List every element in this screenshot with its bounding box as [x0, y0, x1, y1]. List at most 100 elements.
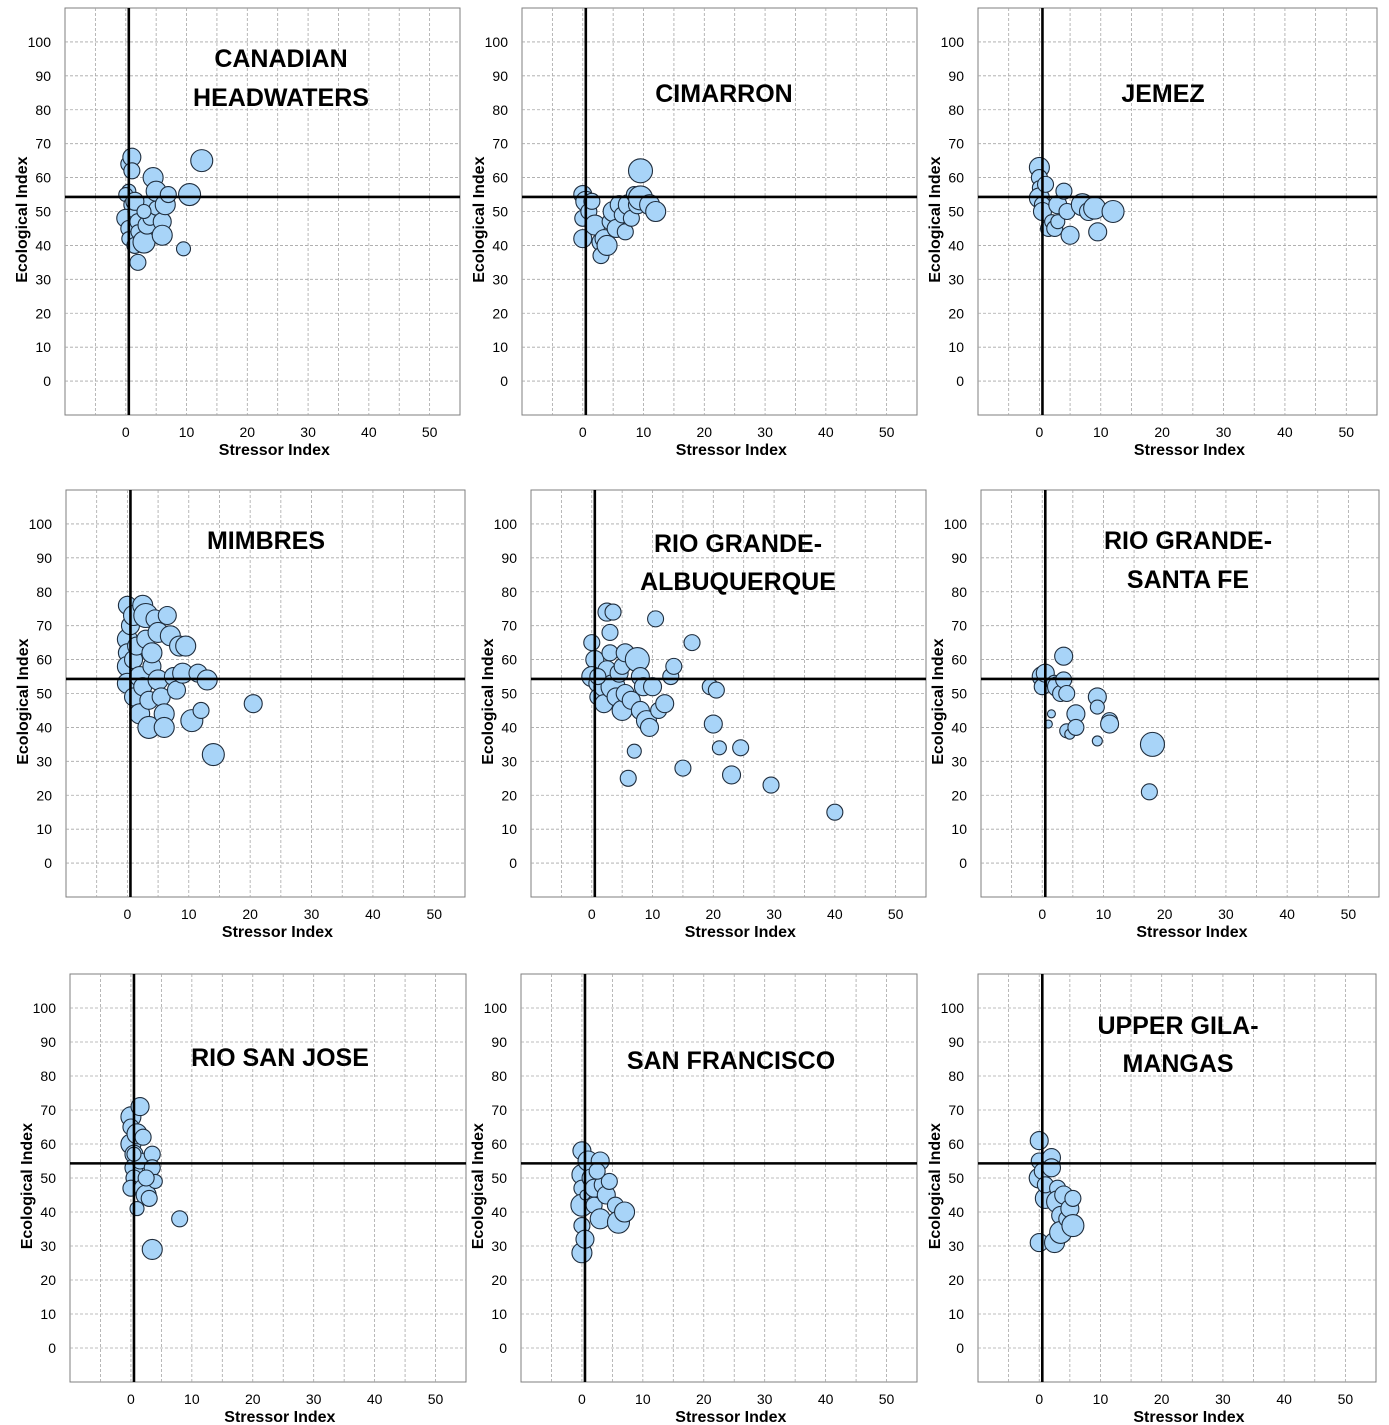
panel-title-line: SAN FRANCISCO — [627, 1047, 835, 1075]
y-tick-label: 10 — [501, 821, 517, 837]
data-point — [1140, 783, 1158, 801]
x-tick-label: 40 — [361, 424, 377, 440]
y-tick-label: 90 — [948, 68, 964, 84]
y-tick-label: 20 — [35, 305, 51, 321]
y-tick-label: 20 — [491, 1272, 507, 1288]
data-point — [626, 743, 642, 759]
panel-1: 0 10 20 30 40 50 0 10 20 30 40 50 60 70 80 90 100 Stresso… — [14, 7, 461, 459]
x-axis-title: Stressor Index — [222, 924, 333, 941]
data-point — [647, 610, 665, 628]
y-tick-label: 80 — [951, 584, 967, 600]
data-point — [157, 605, 177, 626]
data-point — [588, 1162, 606, 1180]
data-point — [166, 680, 187, 700]
data-point — [192, 701, 210, 720]
y-tick-label: 0 — [509, 855, 517, 871]
y-tick-label: 50 — [491, 1170, 507, 1186]
x-tick-label: 30 — [757, 424, 773, 440]
y-tick-label: 30 — [501, 753, 517, 769]
x-tick-label: 20 — [242, 906, 258, 922]
data-point — [645, 200, 667, 223]
data-point — [762, 776, 780, 794]
y-tick-label: 60 — [35, 170, 51, 186]
panel-title-line: CIMARRON — [655, 80, 793, 108]
panel-5: 0 10 20 30 40 50 0 10 20 30 40 50 60 70 80 90 100 Stresso… — [480, 489, 927, 941]
data-point — [1041, 1158, 1062, 1178]
data-point — [665, 657, 683, 675]
x-tick-label: 0 — [1038, 906, 1046, 922]
x-tick-label: 10 — [181, 906, 197, 922]
panel-title-line: MANGAS — [1122, 1050, 1233, 1078]
data-point — [130, 1097, 150, 1117]
x-tick-label: 20 — [1154, 424, 1170, 440]
data-point — [190, 149, 214, 173]
data-point — [132, 230, 156, 254]
x-tick-label: 30 — [300, 424, 316, 440]
data-point — [1089, 699, 1105, 715]
y-tick-label: 30 — [491, 1238, 507, 1254]
data-point — [1091, 735, 1103, 747]
y-tick-label: 50 — [948, 204, 964, 220]
data-point — [243, 694, 263, 714]
data-point — [175, 241, 192, 257]
y-tick-label: 90 — [948, 1034, 964, 1050]
y-tick-label: 50 — [948, 1170, 964, 1186]
data-point — [642, 677, 663, 697]
x-tick-label: 0 — [578, 1391, 586, 1407]
y-tick-label: 80 — [491, 1068, 507, 1084]
data-point — [141, 642, 163, 664]
y-tick-label: 0 — [499, 1340, 507, 1356]
y-tick-label: 90 — [35, 68, 51, 84]
data-point — [1088, 222, 1108, 242]
x-tick-label: 20 — [1154, 1391, 1170, 1407]
data-point — [1061, 1214, 1085, 1238]
y-axis-title: Ecological Index — [19, 1123, 36, 1249]
x-tick-label: 50 — [422, 424, 438, 440]
y-tick-label: 100 — [485, 34, 509, 50]
x-tick-label: 10 — [636, 424, 652, 440]
y-tick-label: 50 — [40, 1170, 56, 1186]
data-point — [721, 765, 742, 785]
y-tick-label: 60 — [951, 652, 967, 668]
x-tick-label: 10 — [1093, 424, 1109, 440]
y-tick-label: 30 — [951, 753, 967, 769]
y-tick-label: 0 — [44, 855, 52, 871]
y-axis-title: Ecological Index — [927, 1123, 944, 1249]
y-tick-label: 70 — [948, 136, 964, 152]
data-point — [1050, 214, 1066, 230]
data-point — [711, 740, 727, 756]
y-tick-label: 60 — [948, 1136, 964, 1152]
x-tick-label: 10 — [1093, 1391, 1109, 1407]
y-axis-title: Ecological Index — [15, 638, 32, 764]
y-tick-label: 0 — [959, 855, 967, 871]
x-tick-label: 10 — [1096, 906, 1112, 922]
x-tick-label: 40 — [367, 1391, 383, 1407]
x-tick-label: 20 — [1157, 906, 1173, 922]
y-tick-label: 70 — [35, 136, 51, 152]
x-tick-label: 40 — [818, 424, 834, 440]
data-point — [1054, 646, 1074, 666]
y-tick-label: 10 — [948, 1306, 964, 1322]
y-tick-label: 90 — [951, 550, 967, 566]
data-point — [1101, 199, 1125, 224]
x-axis-title: Stressor Index — [1134, 442, 1245, 459]
y-tick-label: 90 — [492, 68, 508, 84]
panel-title-line: RIO SAN JOSE — [191, 1044, 369, 1072]
y-tick-label: 70 — [492, 136, 508, 152]
x-tick-label: 0 — [127, 1391, 135, 1407]
data-point — [619, 769, 637, 787]
panel-title-line: RIO GRANDE- — [1104, 527, 1272, 555]
y-tick-label: 40 — [951, 719, 967, 735]
y-tick-label: 30 — [492, 271, 508, 287]
x-axis-title: Stressor Index — [1136, 924, 1247, 941]
data-point — [1055, 182, 1073, 200]
y-tick-label: 40 — [40, 1204, 56, 1220]
y-tick-label: 20 — [36, 787, 52, 803]
y-tick-label: 90 — [491, 1034, 507, 1050]
data-point — [129, 1201, 145, 1217]
y-tick-label: 90 — [36, 550, 52, 566]
x-tick-label: 0 — [579, 424, 587, 440]
y-axis-title: Ecological Index — [480, 638, 497, 764]
x-axis-title: Stressor Index — [685, 924, 796, 941]
data-point — [573, 229, 593, 249]
